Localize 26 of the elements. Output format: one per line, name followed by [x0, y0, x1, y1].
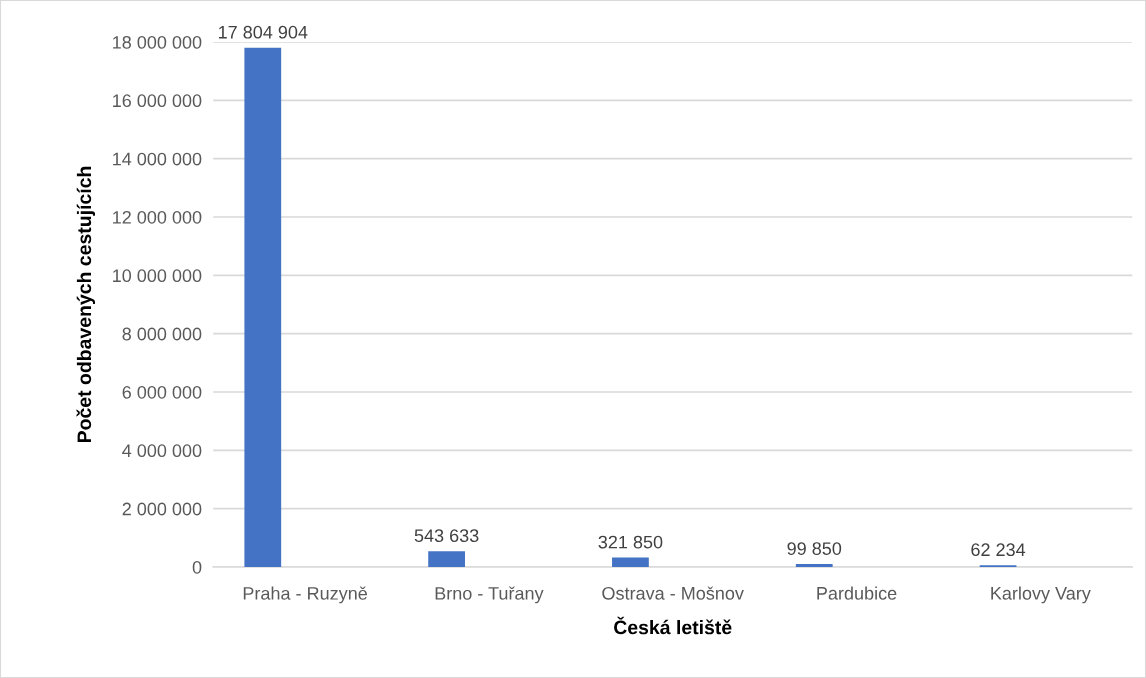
y-tick-label: 6 000 000	[122, 385, 202, 399]
y-tick-label: 16 000 000	[113, 94, 202, 108]
bar	[428, 551, 465, 568]
x-tick-label: Karlovy Vary	[991, 586, 1091, 604]
data-label: 62 234	[971, 543, 1026, 557]
x-axis-title: Česká letiště	[614, 616, 732, 635]
x-tick-label: Praha - Ruzyně	[243, 586, 367, 604]
y-tick-label: 18 000 000	[113, 35, 202, 49]
x-tick-label: Brno - Tuřany	[435, 586, 544, 604]
bar	[244, 47, 282, 568]
data-label: 17 804 904	[218, 25, 308, 39]
data-label: 321 850	[598, 535, 663, 549]
x-tick-label: Ostrava - Mošnov	[602, 586, 744, 600]
data-label: 543 633	[414, 529, 479, 543]
y-tick-label: 12 000 000	[113, 210, 202, 224]
y-axis-title: Počet odbavených cestujících	[76, 166, 96, 443]
y-tick-label: 8 000 000	[122, 327, 202, 341]
y-tick-label: 4 000 000	[122, 444, 202, 458]
y-tick-label: 14 000 000	[113, 152, 202, 166]
y-tick-label: 0	[192, 560, 202, 574]
bar	[612, 557, 649, 568]
data-label: 99 850	[787, 542, 842, 555]
y-tick-label: 10 000 000	[113, 269, 202, 283]
y-tick-label: 2 000 000	[122, 502, 202, 516]
bar	[795, 564, 833, 568]
x-tick-label: Pardubice	[817, 586, 897, 600]
